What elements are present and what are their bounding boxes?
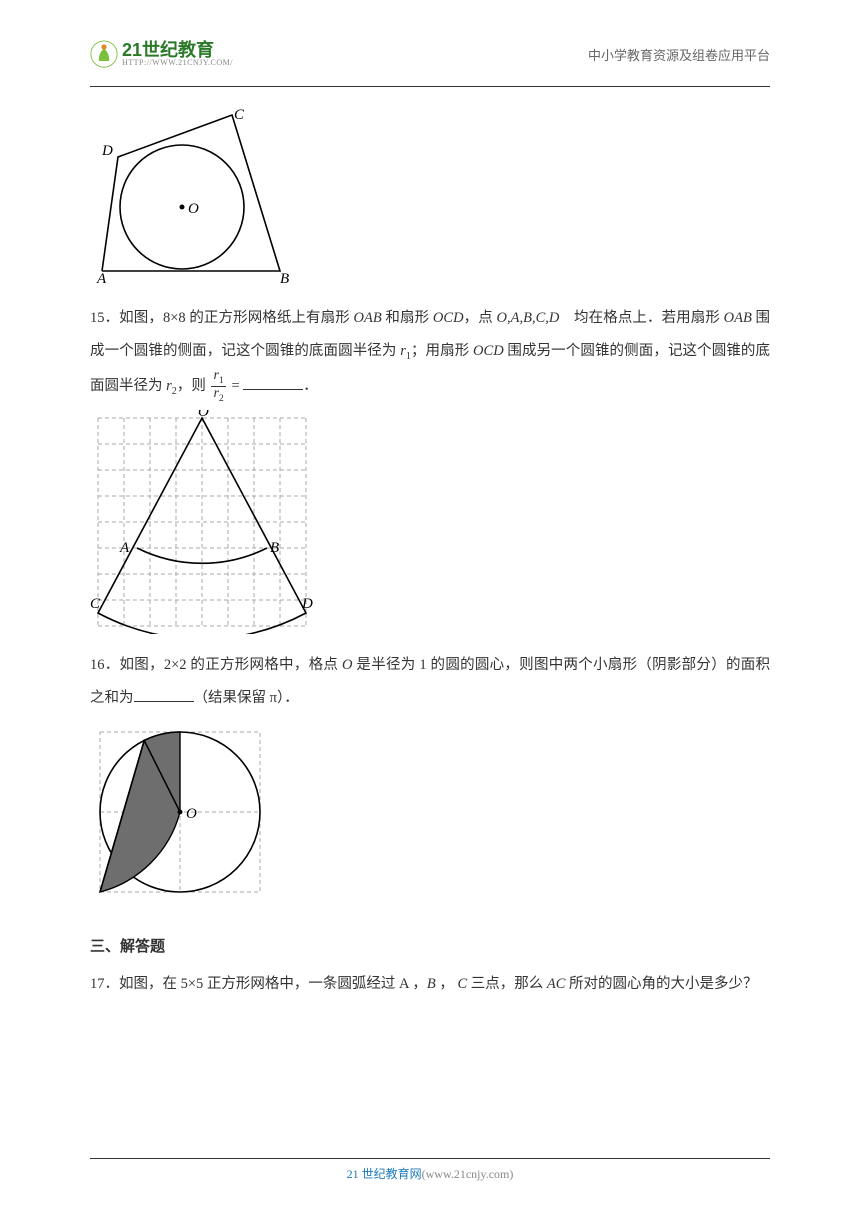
page-header: 21世纪教育 HTTP://WWW.21CNJY.COM/ 中小学教育资源及组卷… [90, 40, 770, 68]
header-rule [90, 86, 770, 87]
q15-t4: 均在格点上．若用扇形 [559, 310, 723, 326]
problem-16: 16．如图，2×2 的正方形网格中，格点 O 是半径为 1 的圆的圆心，则图中两… [90, 649, 770, 716]
q16-t3: （结果保留 [194, 690, 270, 706]
label-A: A [119, 540, 130, 556]
logo-text: 21世纪教育 HTTP://WWW.21CNJY.COM/ [122, 41, 233, 67]
label-B: B [280, 271, 289, 287]
header-subtitle: 中小学教育资源及组卷应用平台 [588, 45, 770, 64]
q15-pts: O,A,B,C,D [497, 310, 560, 326]
q15-t6: ；用扇形 [411, 343, 473, 359]
problem-15: 15．如图，8×8 的正方形网格纸上有扇形 OAB 和扇形 OCD，点 O,A,… [90, 302, 770, 404]
q15-oab: OAB [354, 310, 382, 326]
logo-sub: HTTP://WWW.21CNJY.COM/ [122, 59, 233, 67]
q16-t1: 2×2 的正方形网格中，格点 [164, 657, 342, 673]
q15-period: ． [303, 378, 318, 394]
logo-icon [90, 40, 118, 68]
q15-t2: 和扇形 [382, 310, 433, 326]
q15-fraction: r1r2 [211, 369, 225, 404]
q16-t4: ）． [277, 690, 299, 706]
q16-pi: π [270, 690, 277, 706]
q16-blank [134, 688, 194, 703]
logo-main: 21世纪教育 [122, 41, 233, 59]
label-D: D [101, 143, 113, 159]
q15-t3: ，点 [464, 310, 497, 326]
q15-ocd2: OCD [473, 343, 504, 359]
footer-url: (www.21cnjy.com) [422, 1167, 514, 1181]
q17-C: C [457, 976, 467, 992]
label-O: O [188, 201, 199, 217]
label-C: C [234, 107, 245, 123]
q17-t1: 正方形网格中，一条圆弧经过 A ， [203, 976, 427, 992]
label-C: C [90, 596, 101, 612]
label-D: D [301, 596, 313, 612]
q15-t8: ，则 [177, 378, 210, 394]
q15-prefix: 15．如图， [90, 310, 163, 326]
q16-O: O [342, 657, 352, 673]
page-root: 21世纪教育 HTTP://WWW.21CNJY.COM/ 中小学教育资源及组卷… [0, 0, 860, 1061]
figure-q16: O [90, 722, 770, 907]
q17-B: B [427, 976, 436, 992]
q17-t4: 所对的圆心角的大小是多少？ [565, 976, 757, 992]
q16-prefix: 16．如图， [90, 657, 164, 673]
q17-t2: ， [436, 976, 458, 992]
q15-ocd: OCD [433, 310, 464, 326]
q17-t3: 三点，那么 [467, 976, 547, 992]
q17-AC: AC [547, 976, 566, 992]
q15-eq: = [228, 378, 243, 394]
q17-grid: 5×5 [181, 976, 204, 992]
q15-oab2: OAB [724, 310, 752, 326]
q17-prefix: 17．如图，在 [90, 976, 181, 992]
label-A: A [96, 271, 107, 287]
q15-t1: 8×8 的正方形网格纸上有扇形 [163, 310, 354, 326]
figure-q15: O A B C D [90, 410, 770, 639]
page-footer: 21 世纪教育网(www.21cnjy.com) [90, 1158, 770, 1182]
logo: 21世纪教育 HTTP://WWW.21CNJY.COM/ [90, 40, 233, 68]
q15-blank [243, 375, 303, 390]
label-B: B [270, 540, 279, 556]
footer-brand: 21 世纪教育网 [347, 1167, 422, 1181]
label-O: O [186, 806, 197, 822]
problem-17: 17．如图，在 5×5 正方形网格中，一条圆弧经过 A ，B ， C 三点，那么… [90, 968, 770, 1001]
figure-q14: A B C D O [90, 107, 770, 292]
label-O: O [198, 410, 209, 420]
section-3-title: 三、解答题 [90, 935, 770, 956]
